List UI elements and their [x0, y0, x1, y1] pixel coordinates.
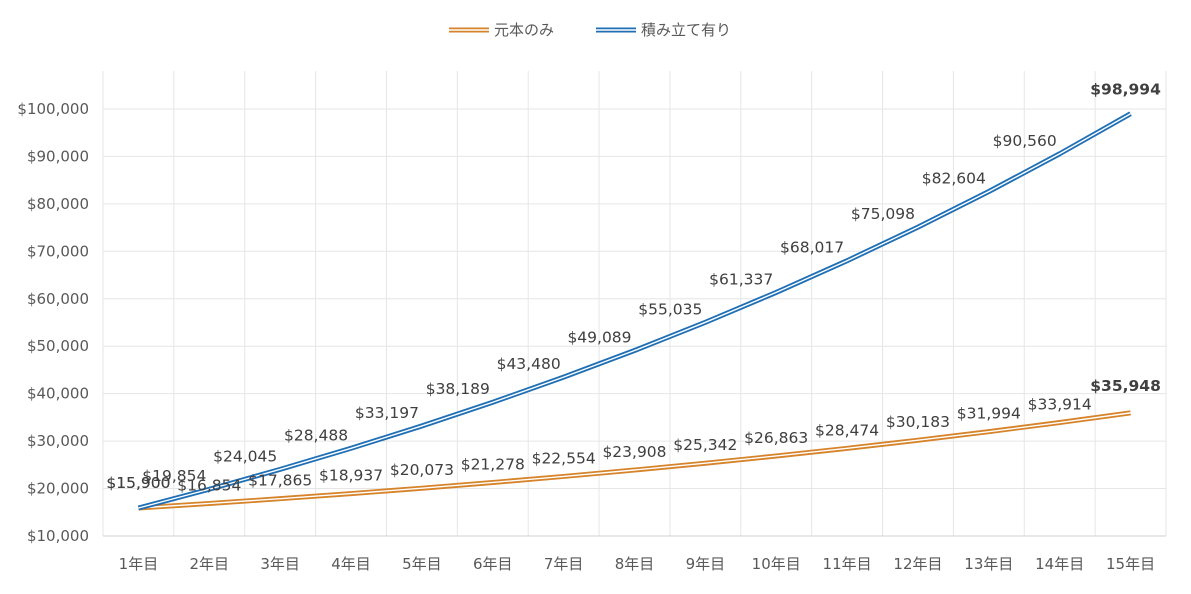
- legend-item-2: 積み立て有り: [596, 21, 731, 39]
- data-label: $25,342: [673, 436, 737, 454]
- data-label: $82,604: [922, 170, 986, 188]
- y-tick-label: $70,000: [27, 242, 89, 260]
- data-label: $35,948: [1090, 377, 1161, 395]
- series-lines: [137, 111, 1132, 511]
- data-label: $20,073: [390, 461, 454, 479]
- y-tick-label: $20,000: [27, 480, 89, 498]
- x-tick-label: 2年目: [190, 555, 230, 573]
- y-tick-label: $10,000: [27, 527, 89, 545]
- data-label: $90,560: [993, 132, 1057, 150]
- data-label: $17,865: [248, 472, 312, 490]
- y-tick-label: $90,000: [27, 147, 89, 165]
- x-tick-label: 9年目: [686, 555, 726, 573]
- data-label: $98,994: [1090, 81, 1161, 99]
- x-tick-label: 12年目: [893, 555, 942, 573]
- x-tick-label: 8年目: [615, 555, 655, 573]
- data-label: $15,900: [106, 474, 170, 492]
- data-label: $33,914: [1028, 396, 1092, 414]
- x-tick-label: 15年目: [1106, 555, 1155, 573]
- data-labels: $16,854 $17,865 $18,937 $20,073 $21,278 $22,5…: [106, 81, 1161, 495]
- x-tick-label: 4年目: [331, 555, 371, 573]
- data-label: $23,908: [602, 443, 666, 461]
- y-tick-label: $100,000: [17, 100, 89, 118]
- data-label: $68,017: [780, 239, 844, 257]
- y-tick-label: $30,000: [27, 432, 89, 450]
- y-tick-label: $60,000: [27, 290, 89, 308]
- data-label: $18,937: [319, 467, 383, 485]
- data-label: $38,189: [426, 380, 490, 398]
- x-tick-label: 13年目: [964, 555, 1013, 573]
- data-label: $30,183: [886, 413, 950, 431]
- legend-item-1: 元本のみ: [449, 21, 554, 39]
- data-label: $15,900: [106, 474, 170, 492]
- data-label: $28,474: [815, 421, 879, 439]
- legend: 元本のみ 積み立て有り: [449, 21, 731, 39]
- data-label: $28,488: [284, 426, 348, 444]
- x-tick-label: 7年目: [544, 555, 584, 573]
- legend-label: 積み立て有り: [641, 21, 731, 39]
- y-tick-label: $40,000: [27, 385, 89, 403]
- data-label: $21,278: [461, 455, 525, 473]
- x-tick-label: 11年目: [823, 555, 872, 573]
- y-axis: $10,000 $20,000 $30,000 $40,000 $50,000 $60,0…: [17, 100, 89, 545]
- data-label: $26,863: [744, 429, 808, 447]
- data-label: $43,480: [497, 355, 561, 373]
- x-tick-label: 14年目: [1035, 555, 1084, 573]
- data-label: $31,994: [957, 405, 1021, 423]
- x-tick-label: 1年目: [119, 555, 159, 573]
- y-tick-label: $50,000: [27, 337, 89, 355]
- data-label: $19,854: [142, 467, 206, 485]
- x-tick-label: 10年目: [752, 555, 801, 573]
- legend-label: 元本のみ: [494, 21, 554, 39]
- data-label: $22,554: [532, 449, 596, 467]
- y-tick-label: $80,000: [27, 195, 89, 213]
- data-label: $75,098: [851, 205, 915, 223]
- x-tick-label: 5年目: [402, 555, 442, 573]
- data-label: $16,854: [177, 476, 241, 494]
- x-tick-label: 3年目: [260, 555, 300, 573]
- data-label: $33,197: [355, 404, 419, 422]
- x-tick-label: 6年目: [473, 555, 513, 573]
- data-label: $24,045: [213, 447, 277, 465]
- x-axis: 1年目 2年目 3年目 4年目 5年目 6年目 7年目 8年目 9年目 10年目 11年目 12年目 1…: [119, 555, 1155, 573]
- data-label: $49,089: [567, 329, 631, 347]
- data-label: $55,035: [638, 300, 702, 318]
- data-label: $61,337: [709, 270, 773, 288]
- series-line-inner-2: [138, 113, 1131, 509]
- series-line-inner-1: [138, 412, 1131, 509]
